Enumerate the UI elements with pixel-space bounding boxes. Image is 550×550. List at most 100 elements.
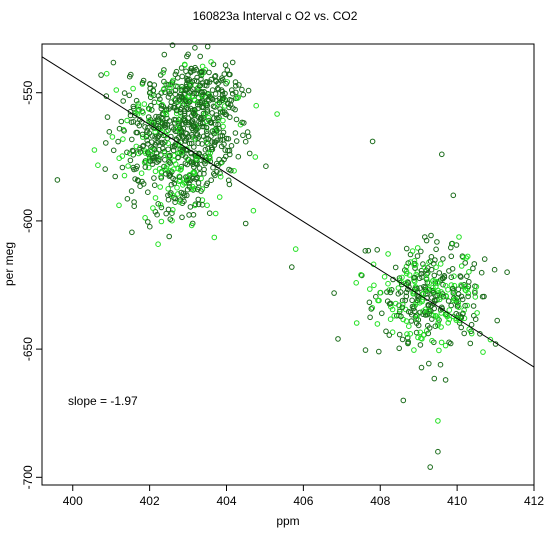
data-point bbox=[199, 141, 205, 147]
data-point bbox=[438, 289, 444, 295]
data-point bbox=[184, 175, 191, 181]
data-point bbox=[229, 87, 235, 93]
data-point bbox=[98, 72, 104, 78]
data-point bbox=[156, 99, 162, 106]
data-point bbox=[145, 114, 152, 120]
data-point bbox=[468, 330, 475, 337]
data-point bbox=[212, 91, 219, 97]
data-point bbox=[204, 109, 211, 115]
data-point bbox=[396, 345, 403, 352]
data-point bbox=[403, 270, 410, 277]
data-point bbox=[446, 339, 452, 346]
data-point bbox=[369, 138, 376, 145]
data-point bbox=[187, 99, 193, 105]
data-point bbox=[470, 303, 477, 309]
data-point bbox=[154, 211, 160, 218]
data-point bbox=[462, 260, 469, 266]
data-point bbox=[458, 324, 465, 331]
data-point bbox=[165, 146, 171, 153]
data-point bbox=[403, 280, 409, 286]
data-point bbox=[220, 123, 226, 130]
data-point bbox=[155, 241, 161, 247]
data-point bbox=[403, 245, 410, 252]
data-point bbox=[165, 82, 172, 88]
data-point bbox=[214, 137, 220, 144]
data-point bbox=[429, 337, 435, 344]
data-point bbox=[465, 293, 471, 300]
data-point bbox=[389, 329, 396, 336]
data-point bbox=[353, 320, 360, 326]
data-point bbox=[435, 322, 441, 329]
data-point bbox=[196, 133, 202, 140]
data-point bbox=[219, 75, 225, 81]
data-point bbox=[362, 347, 369, 353]
data-point bbox=[193, 66, 200, 73]
data-point bbox=[386, 332, 393, 338]
data-point bbox=[414, 253, 421, 259]
data-point bbox=[466, 278, 472, 285]
data-point bbox=[450, 192, 457, 199]
data-point bbox=[477, 331, 483, 337]
data-point bbox=[143, 133, 150, 140]
data-point bbox=[379, 310, 385, 317]
data-point bbox=[216, 114, 222, 121]
data-point bbox=[181, 110, 188, 117]
data-point bbox=[442, 342, 449, 349]
data-point bbox=[178, 94, 185, 101]
data-point bbox=[491, 266, 498, 273]
data-point bbox=[415, 334, 421, 341]
data-point bbox=[147, 223, 153, 230]
data-point bbox=[223, 153, 229, 160]
data-point bbox=[202, 146, 209, 153]
data-point bbox=[431, 272, 438, 279]
data-point bbox=[199, 63, 206, 70]
data-point bbox=[133, 166, 139, 172]
data-point bbox=[190, 169, 197, 176]
data-point bbox=[151, 182, 158, 188]
data-point bbox=[187, 204, 194, 210]
data-point bbox=[433, 246, 439, 253]
data-point bbox=[470, 265, 476, 272]
data-point bbox=[399, 301, 406, 308]
data-point bbox=[169, 192, 176, 199]
data-point bbox=[204, 43, 211, 50]
data-point bbox=[440, 256, 446, 262]
data-point bbox=[450, 313, 457, 320]
data-point bbox=[434, 315, 441, 321]
data-point bbox=[160, 140, 166, 147]
data-point bbox=[198, 188, 204, 194]
data-point bbox=[464, 253, 471, 260]
x-tick-label: 410 bbox=[447, 494, 467, 508]
data-point bbox=[183, 138, 189, 144]
data-point bbox=[242, 138, 249, 145]
data-point bbox=[442, 282, 449, 289]
data-point bbox=[211, 171, 217, 177]
data-point bbox=[374, 247, 381, 253]
data-point bbox=[430, 290, 437, 296]
data-point bbox=[191, 144, 197, 150]
data-point bbox=[158, 139, 165, 146]
data-point bbox=[245, 133, 252, 140]
data-point bbox=[376, 348, 382, 355]
data-point bbox=[152, 134, 158, 140]
plot-border bbox=[41, 43, 535, 486]
data-point bbox=[172, 97, 179, 103]
data-point bbox=[466, 326, 473, 333]
data-point bbox=[141, 101, 148, 107]
data-point bbox=[199, 80, 206, 86]
data-point bbox=[252, 154, 259, 160]
data-point bbox=[171, 143, 178, 150]
data-point bbox=[225, 177, 232, 184]
data-point bbox=[209, 139, 215, 145]
data-point bbox=[188, 186, 195, 192]
data-point bbox=[504, 269, 510, 276]
data-point bbox=[95, 162, 101, 168]
data-point bbox=[182, 160, 189, 167]
data-point bbox=[472, 288, 478, 294]
y-axis-label: per meg bbox=[2, 242, 16, 286]
data-point bbox=[200, 104, 207, 111]
data-point bbox=[431, 375, 438, 382]
data-point bbox=[177, 174, 183, 180]
data-point bbox=[216, 156, 222, 163]
data-point bbox=[455, 291, 462, 297]
